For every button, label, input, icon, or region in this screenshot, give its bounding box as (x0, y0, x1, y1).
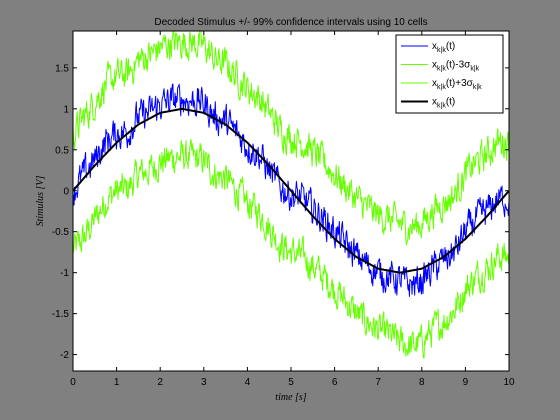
x-axis: 0 1 2 3 4 5 6 7 8 9 10 (70, 31, 515, 388)
x-tick-label: 1 (114, 377, 120, 388)
y-tick-label: 1 (63, 104, 69, 115)
legend-label: xk|k(t)-3σk|k (432, 60, 480, 73)
x-tick-label: 10 (503, 377, 515, 388)
x-tick-label: 9 (463, 377, 469, 388)
x-tick-label: 3 (201, 377, 207, 388)
legend-item: xk|k(t)+3σk|k (401, 78, 482, 91)
series-true-signal (73, 107, 509, 274)
legend-label: xk|k(t)+3σk|k (432, 78, 482, 91)
x-tick-label: 8 (419, 377, 425, 388)
y-tick-label: -1 (60, 268, 69, 279)
x-tick-label: 5 (288, 377, 294, 388)
x-tick-label: 6 (332, 377, 338, 388)
x-tick-label: 7 (375, 377, 381, 388)
series-lower-bound (73, 138, 509, 359)
x-axis-label: time [s] (275, 392, 307, 403)
x-tick-label: 0 (70, 377, 76, 388)
x-tick-label: 4 (245, 377, 251, 388)
y-axis: -2 -1.5 -1 -0.5 0 0.5 1 1.5 (52, 63, 509, 361)
y-tick-label: 0.5 (55, 145, 69, 156)
y-tick-label: -1.5 (52, 309, 70, 320)
y-tick-label: -2 (60, 350, 69, 361)
x-tick-label: 2 (157, 377, 163, 388)
y-tick-label: -0.5 (52, 227, 70, 238)
legend-item: xk|k(t)-3σk|k (401, 60, 480, 73)
legend-item: xk|k(t) (401, 41, 455, 54)
y-tick-label: 0 (63, 186, 69, 197)
y-tick-label: 1.5 (55, 63, 69, 74)
plot-area (73, 31, 509, 359)
legend-item: xk|k(t) (401, 97, 455, 110)
series-upper-bound (73, 31, 509, 246)
legend-label: xk|k(t) (432, 41, 455, 54)
legend: xk|k(t) xk|k(t)-3σk|k xk|k(t)+3σk|k xk|k(t) (395, 34, 504, 114)
legend-label: xk|k(t) (432, 97, 455, 110)
y-axis-label: Stimulus [V] (35, 175, 46, 226)
legend-box (395, 34, 504, 114)
chart-title: Decoded Stimulus +/- 99% confidence inte… (154, 17, 427, 28)
